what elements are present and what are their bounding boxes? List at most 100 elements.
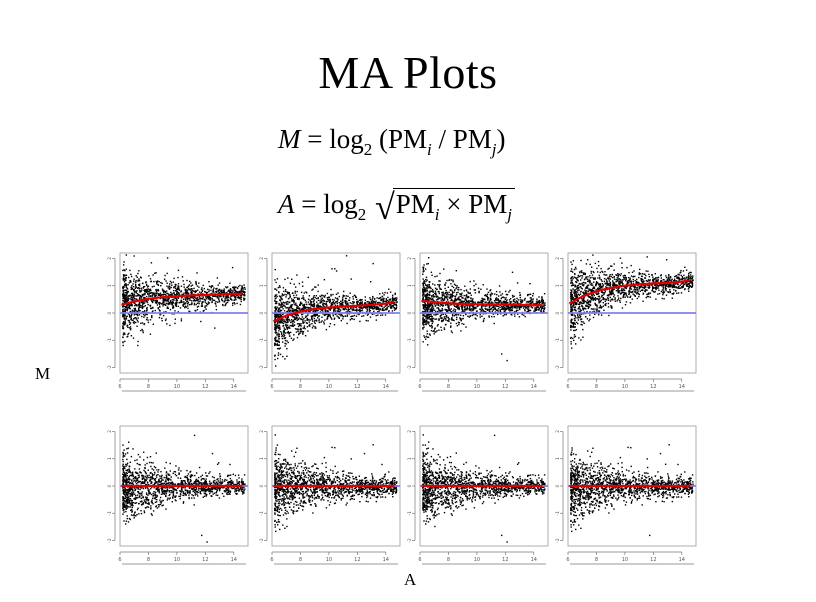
data-point [302,285,304,287]
data-point [144,290,146,292]
data-point [122,311,124,313]
data-point [122,279,125,281]
data-point [456,304,458,307]
data-point [465,297,467,299]
data-point [465,290,468,292]
data-point [280,309,283,312]
data-point [465,294,468,296]
data-point [394,301,396,304]
data-point [274,316,277,318]
data-point [570,276,573,278]
data-point [665,290,667,292]
data-point [315,295,318,297]
data-point [126,315,128,317]
data-point [303,325,306,327]
data-point [315,310,317,312]
data-point [587,280,589,282]
data-point [466,304,468,306]
data-point [234,286,236,288]
data-point [462,317,464,320]
data-point [372,308,374,310]
data-point [618,282,620,284]
data-point [617,276,619,278]
data-point [495,309,498,312]
data-point [277,315,279,317]
data-point [223,290,225,292]
data-point [388,288,390,290]
data-point [279,319,281,321]
data-point [445,291,447,294]
data-point [123,305,126,308]
data-point [135,284,137,286]
data-point [356,303,359,305]
data-point [164,274,166,277]
data-point [538,309,540,311]
data-point [122,326,124,328]
data-point [491,293,494,295]
data-point [195,281,197,284]
data-point [624,276,626,279]
data-point [672,285,674,287]
data-point [428,298,430,300]
data-point [208,291,210,293]
data-point [188,287,190,290]
data-point [130,314,133,317]
data-point [535,306,538,309]
data-point [274,355,276,357]
data-point [434,302,436,305]
data-point [225,303,227,306]
data-point [186,303,189,305]
data-point [574,290,576,292]
data-point [274,279,276,281]
data-point [122,299,124,301]
data-point [444,296,446,299]
data-point [495,299,497,301]
data-point [131,295,133,297]
data-point [366,307,368,309]
data-point [498,301,501,303]
data-point [134,311,136,313]
data-point [142,282,144,284]
data-point [130,280,132,283]
data-point [469,306,471,308]
data-point [138,278,140,280]
data-point [433,329,435,332]
data-point [427,310,429,312]
data-point [300,325,302,327]
data-point [386,292,389,294]
data-point [196,297,199,299]
data-point [438,318,440,320]
data-point [431,295,433,297]
data-point [351,302,353,305]
data-point [298,323,301,325]
m-arg-close: ) [496,124,506,154]
data-point [424,302,426,305]
data-point [465,308,467,310]
data-point [630,275,633,277]
data-point [620,297,622,300]
data-point [666,285,668,288]
data-point [174,322,176,325]
data-point [274,294,277,296]
data-point [323,302,325,305]
data-point [425,287,428,289]
data-point [177,305,179,307]
data-point [225,286,227,288]
y-tick-label: 1 [259,284,265,287]
data-point [430,325,432,327]
data-point [276,323,278,325]
data-point [428,296,430,299]
data-point [349,292,351,294]
data-point [509,306,511,308]
data-point [138,288,141,290]
data-point [150,307,152,310]
data-point [222,303,224,306]
data-point [445,293,448,296]
data-point [345,295,348,297]
data-point [303,298,305,301]
data-point [192,290,195,292]
data-point [605,286,607,288]
data-point [301,316,304,318]
data-point [582,307,584,310]
